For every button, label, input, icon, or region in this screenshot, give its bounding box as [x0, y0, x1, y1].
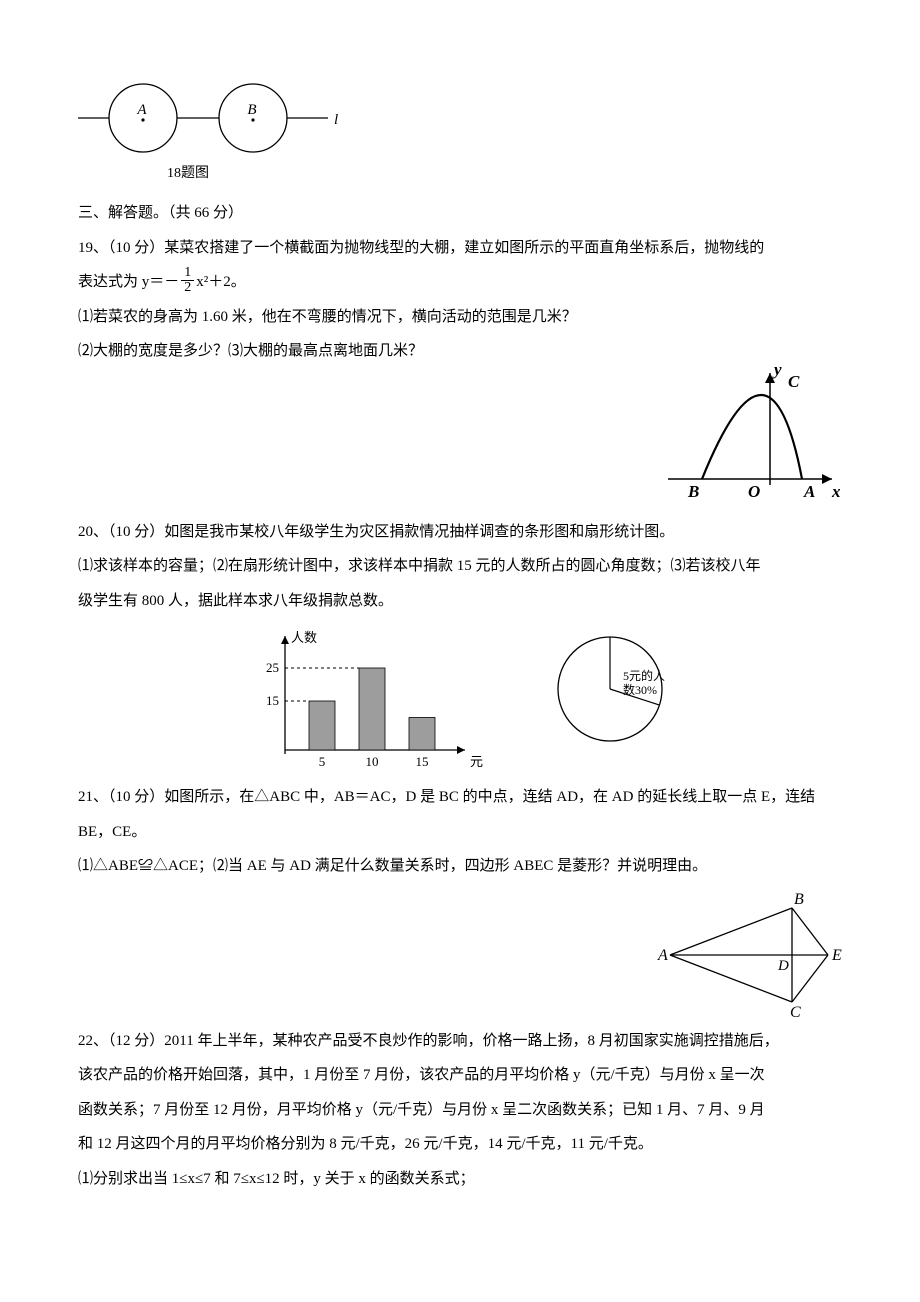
svg-text:15: 15 [266, 693, 279, 708]
svg-text:15: 15 [416, 754, 429, 769]
q19-line2-prefix: 表达式为 y＝－ [78, 274, 179, 290]
q21-line3: ⑴△ABE≌△ACE；⑵当 AE 与 AD 满足什么数量关系时，四边形 ABEC… [78, 849, 842, 884]
svg-text:O: O [748, 482, 760, 501]
svg-text:10: 10 [366, 754, 379, 769]
figure-20: 15 25 5 10 15 元 人数 5元的人 数30% [78, 624, 842, 774]
figure-20-pie: 5元的人 数30% [545, 624, 675, 754]
svg-text:A: A [136, 102, 147, 118]
svg-text:B: B [794, 891, 804, 908]
svg-text:A: A [803, 482, 815, 501]
q19-line3: ⑴若菜农的身高为 1.60 米，他在不弯腰的情况下，横向活动的范围是几米？ [78, 300, 842, 335]
svg-text:x: x [831, 482, 841, 501]
svg-text:5: 5 [319, 754, 326, 769]
section-3-heading: 三、解答题。（共 66 分） [78, 196, 842, 231]
figure-20-bar: 15 25 5 10 15 元 人数 [245, 624, 485, 774]
figure-21-svg: A B C D E [652, 890, 842, 1020]
q20-line2: ⑴求该样本的容量；⑵在扇形统计图中，求该样本中捐款 15 元的人数所占的圆心角度… [78, 549, 842, 584]
q19-line2-suffix: x²＋2。 [196, 274, 246, 290]
figure-18-caption: 18题图 [78, 158, 298, 190]
svg-text:l: l [334, 112, 338, 128]
figure-18: A B l 18题图 [78, 78, 842, 190]
svg-text:25: 25 [266, 660, 279, 675]
q22-line5: ⑴分别求出当 1≤x≤7 和 7≤x≤12 时，y 关于 x 的函数关系式； [78, 1162, 842, 1197]
q21-line2: BE，CE。 [78, 815, 842, 850]
figure-18-svg: A B l [78, 78, 338, 160]
svg-text:y: y [772, 361, 782, 379]
svg-text:A: A [657, 947, 668, 964]
q20-line3: 级学生有 800 人，据此样本求八年级捐款总数。 [78, 584, 842, 619]
svg-text:C: C [788, 372, 800, 391]
svg-text:B: B [687, 482, 699, 501]
q22-line2: 该农产品的价格开始回落，其中，1 月份至 7 月份，该农产品的月平均价格 y（元… [78, 1058, 842, 1093]
svg-text:5元的人: 5元的人 [623, 668, 665, 683]
q22-line1: 22、（12 分）2011 年上半年，某种农产品受不良炒作的影响，价格一路上扬，… [78, 1024, 842, 1059]
q21-line1: 21、（10 分）如图所示，在△ABC 中，AB＝AC，D 是 BC 的中点，连… [78, 780, 842, 815]
figure-19: y x C B O A [78, 361, 842, 511]
svg-text:E: E [831, 947, 842, 964]
svg-text:C: C [790, 1004, 801, 1020]
q19-fraction: 12 [181, 266, 194, 296]
svg-text:B: B [247, 102, 256, 118]
svg-text:D: D [777, 958, 789, 974]
figure-19-svg: y x C B O A [662, 361, 842, 511]
svg-text:元: 元 [470, 754, 483, 769]
svg-text:数30%: 数30% [623, 682, 657, 697]
q22-line3: 函数关系；7 月份至 12 月份，月平均价格 y（元/千克）与月份 x 呈二次函… [78, 1093, 842, 1128]
figure-21: A B C D E [78, 890, 842, 1020]
svg-text:人数: 人数 [291, 630, 317, 645]
q22-line4: 和 12 月这四个月的月平均价格分别为 8 元/千克，26 元/千克，14 元/… [78, 1127, 842, 1162]
q19-line1: 19、（10 分）某菜农搭建了一个横截面为抛物线型的大棚，建立如图所示的平面直角… [78, 231, 842, 266]
q20-line1: 20、（10 分）如图是我市某校八年级学生为灾区捐款情况抽样调查的条形图和扇形统… [78, 515, 842, 550]
q19-line2: 表达式为 y＝－12x²＋2。 [78, 265, 842, 300]
